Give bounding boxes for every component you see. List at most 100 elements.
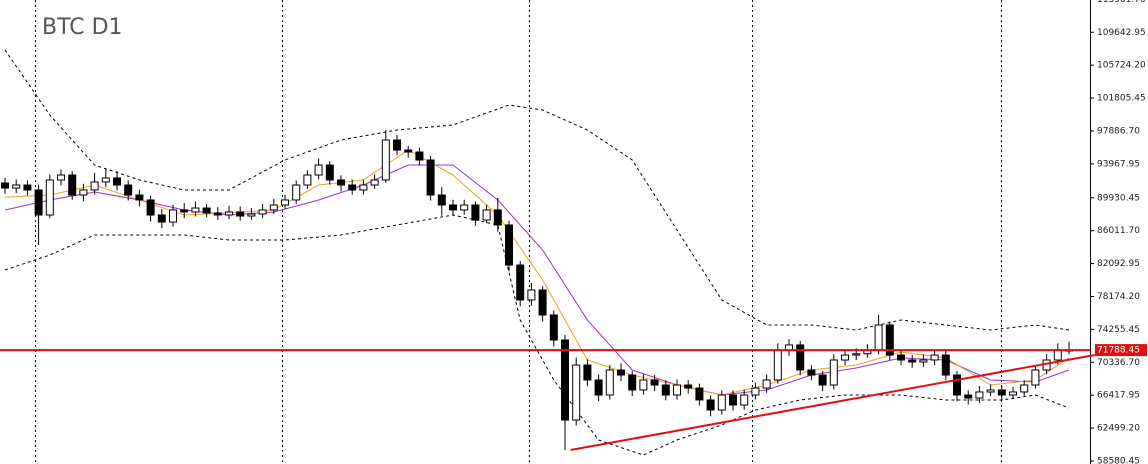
candle-body xyxy=(516,264,525,301)
candle-body xyxy=(437,194,446,206)
candle-body xyxy=(751,387,760,396)
candle-body xyxy=(975,391,984,399)
candle-body xyxy=(191,207,200,213)
candle-body xyxy=(303,174,312,186)
candle-body xyxy=(169,209,177,223)
candle-body xyxy=(79,189,88,196)
candle-body xyxy=(370,179,379,186)
candle-body xyxy=(527,289,536,301)
candle-body xyxy=(572,364,581,421)
candle-body xyxy=(919,359,928,363)
candle-body xyxy=(449,204,457,211)
candle-body xyxy=(986,389,995,393)
y-tick-label: 74255.45 xyxy=(1097,325,1140,335)
candle-body xyxy=(404,149,413,153)
candle-body xyxy=(57,174,65,181)
candle-body xyxy=(695,387,704,401)
candle-body xyxy=(561,339,569,421)
candle-body xyxy=(605,369,614,396)
candle-body xyxy=(885,324,894,356)
candle-body xyxy=(684,384,693,389)
candle-body xyxy=(113,177,121,186)
y-tick-label: 70336.70 xyxy=(1097,358,1140,368)
candle-body xyxy=(325,164,334,181)
candle-body xyxy=(941,354,950,376)
candle-body xyxy=(314,164,323,176)
candle-body xyxy=(953,374,961,396)
y-tick-label: 109642.95 xyxy=(1097,28,1146,38)
y-tick-label: 105724.20 xyxy=(1097,61,1146,71)
candle-body xyxy=(1053,349,1062,361)
candle-body xyxy=(673,384,681,396)
y-tick-label: 58580.45 xyxy=(1097,456,1140,464)
y-tick-label: 78174.20 xyxy=(1097,292,1140,302)
candle-body xyxy=(393,139,401,151)
candle-body xyxy=(1020,384,1029,393)
y-tick-label: 82092.95 xyxy=(1097,259,1140,269)
candle-body xyxy=(68,174,77,196)
candle-body xyxy=(908,359,917,363)
candle-body xyxy=(247,213,256,217)
candle-body xyxy=(12,184,21,189)
candle-body xyxy=(101,177,110,183)
candle-body xyxy=(202,207,211,214)
candle-body xyxy=(34,189,43,216)
band-line xyxy=(4,49,1070,331)
candle-body xyxy=(460,204,469,211)
candle-body xyxy=(236,211,245,217)
candle-body xyxy=(538,289,547,316)
candle-body xyxy=(1031,369,1040,386)
current-price-box xyxy=(1095,344,1147,357)
candle-body xyxy=(762,379,771,389)
y-tick-label: 62499.20 xyxy=(1097,424,1140,434)
candle-body xyxy=(807,369,816,376)
y-tick-label: 89930.45 xyxy=(1097,193,1140,203)
candle-body xyxy=(930,354,939,361)
candle-body xyxy=(729,394,737,406)
candle-body xyxy=(717,394,726,411)
candle-body xyxy=(146,199,155,216)
y-tick-label: 66417.95 xyxy=(1097,391,1140,401)
candle-body xyxy=(1009,391,1017,396)
y-tick-label: 113561.70 xyxy=(1097,0,1146,5)
y-tick-label: 93967.95 xyxy=(1097,159,1140,169)
candle-body xyxy=(829,359,838,386)
candle-body xyxy=(639,379,648,391)
candle-body xyxy=(337,179,345,186)
y-tick-label: 97886.70 xyxy=(1097,126,1140,136)
candle-body xyxy=(45,179,54,216)
y-tick-label: 101805.45 xyxy=(1097,94,1146,104)
candle-body xyxy=(617,369,625,376)
candle-body xyxy=(505,224,513,266)
candle-body xyxy=(269,204,278,211)
candle-body xyxy=(281,199,289,206)
candle-body xyxy=(997,389,1006,396)
candle-body xyxy=(213,212,222,216)
candle-body xyxy=(359,184,368,191)
candle-body xyxy=(650,379,659,386)
candle-body xyxy=(549,314,558,341)
candle-body xyxy=(1,182,9,189)
candle-body xyxy=(471,204,480,221)
candle-body xyxy=(225,211,233,216)
candle-body xyxy=(661,384,670,396)
y-tick-label: 86011.70 xyxy=(1097,226,1140,236)
trend-line xyxy=(570,353,1095,451)
current-price-label: 71788.45 xyxy=(1097,346,1140,356)
candle-body xyxy=(292,184,301,201)
candle-body xyxy=(381,139,390,181)
candle-body xyxy=(897,354,905,361)
candle-body xyxy=(841,354,849,361)
candle-body xyxy=(157,214,166,223)
candle-body xyxy=(773,349,782,381)
chart-title: BTC D1 xyxy=(42,15,123,40)
candle-body xyxy=(23,184,32,191)
candle-body xyxy=(740,394,749,406)
candle-body xyxy=(415,151,424,161)
candle-body xyxy=(706,399,715,411)
candle-body xyxy=(426,159,435,196)
candle-body xyxy=(583,364,592,381)
candle-body xyxy=(964,394,973,399)
candle-body xyxy=(874,324,883,351)
candle-body xyxy=(90,181,99,191)
